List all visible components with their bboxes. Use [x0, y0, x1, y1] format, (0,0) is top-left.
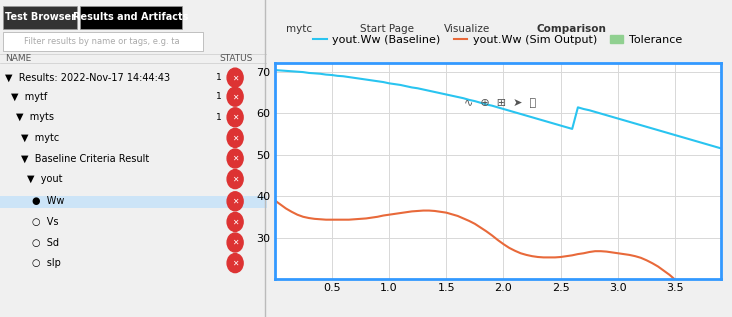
Bar	[3, 32, 203, 51]
Text: ✕: ✕	[232, 217, 239, 226]
yout.Ww (Baseline)	[390, 82, 399, 86]
Text: ✕: ✕	[232, 73, 239, 82]
yout.Ww (Baseline)	[528, 115, 537, 119]
yout.Ww (Sim Output)	[379, 214, 388, 217]
Text: ○  Sd: ○ Sd	[32, 237, 59, 248]
yout.Ww (Sim Output)	[597, 249, 605, 253]
Legend: yout.Ww (Baseline), yout.Ww (Sim Output), Tolerance: yout.Ww (Baseline), yout.Ww (Sim Output)…	[309, 30, 687, 49]
Circle shape	[227, 170, 243, 189]
Circle shape	[227, 212, 243, 231]
Text: NAME: NAME	[5, 54, 31, 63]
Bar	[0, 196, 267, 208]
Text: ✕: ✕	[232, 175, 239, 184]
Text: 1: 1	[216, 73, 222, 82]
Text: ✕: ✕	[232, 197, 239, 206]
yout.Ww (Sim Output)	[717, 314, 725, 317]
yout.Ww (Sim Output)	[390, 212, 399, 216]
Text: ✕: ✕	[232, 259, 239, 268]
Text: ∿  ⊕  ⊞  ➤  📷: ∿ ⊕ ⊞ ➤ 📷	[463, 98, 536, 108]
Text: ✕: ✕	[232, 113, 239, 122]
Circle shape	[227, 254, 243, 273]
Circle shape	[227, 128, 243, 147]
yout.Ww (Sim Output)	[270, 198, 279, 202]
FancyBboxPatch shape	[81, 6, 182, 29]
Text: ▼  myts: ▼ myts	[16, 112, 54, 122]
Text: ✕: ✕	[232, 238, 239, 247]
Circle shape	[227, 192, 243, 211]
Text: ✕: ✕	[232, 133, 239, 142]
Text: Results and Artifacts: Results and Artifacts	[73, 12, 189, 23]
yout.Ww (Sim Output)	[453, 214, 462, 218]
yout.Ww (Baseline)	[597, 112, 605, 115]
Circle shape	[227, 87, 243, 106]
yout.Ww (Baseline)	[453, 95, 462, 99]
Line: yout.Ww (Baseline): yout.Ww (Baseline)	[274, 70, 721, 148]
Text: Filter results by name or tags, e.g. ta: Filter results by name or tags, e.g. ta	[23, 37, 179, 46]
Text: ○  slp: ○ slp	[32, 258, 61, 268]
Text: ▼  Baseline Criteria Result: ▼ Baseline Criteria Result	[21, 153, 149, 164]
yout.Ww (Baseline)	[270, 68, 279, 72]
Text: ✕: ✕	[232, 154, 239, 163]
Text: Start Page: Start Page	[360, 23, 414, 34]
Line: yout.Ww (Sim Output): yout.Ww (Sim Output)	[274, 200, 721, 316]
Circle shape	[227, 149, 243, 168]
Text: Visualize: Visualize	[444, 23, 490, 34]
Text: ▼  Results: 2022-Nov-17 14:44:43: ▼ Results: 2022-Nov-17 14:44:43	[5, 73, 171, 83]
Text: ▼  mytc: ▼ mytc	[21, 133, 59, 143]
Text: ▼  mytf: ▼ mytf	[11, 92, 47, 102]
Text: Test Browser: Test Browser	[4, 12, 75, 23]
Text: STATUS: STATUS	[219, 54, 253, 63]
Text: mytc: mytc	[285, 23, 312, 34]
Text: ○  Vs: ○ Vs	[32, 217, 59, 227]
Circle shape	[227, 233, 243, 252]
yout.Ww (Baseline)	[447, 94, 456, 98]
yout.Ww (Baseline)	[379, 80, 388, 84]
Circle shape	[227, 68, 243, 87]
Text: 1: 1	[216, 113, 222, 122]
Text: ▼  yout: ▼ yout	[27, 174, 62, 184]
Text: 1: 1	[216, 92, 222, 101]
Text: ●  Ww: ● Ww	[32, 196, 64, 206]
Circle shape	[227, 108, 243, 127]
FancyBboxPatch shape	[3, 6, 78, 29]
yout.Ww (Baseline)	[717, 146, 725, 150]
Text: ✕: ✕	[232, 92, 239, 101]
Text: Comparison: Comparison	[537, 23, 607, 34]
yout.Ww (Sim Output)	[447, 212, 456, 216]
yout.Ww (Sim Output)	[528, 254, 537, 258]
